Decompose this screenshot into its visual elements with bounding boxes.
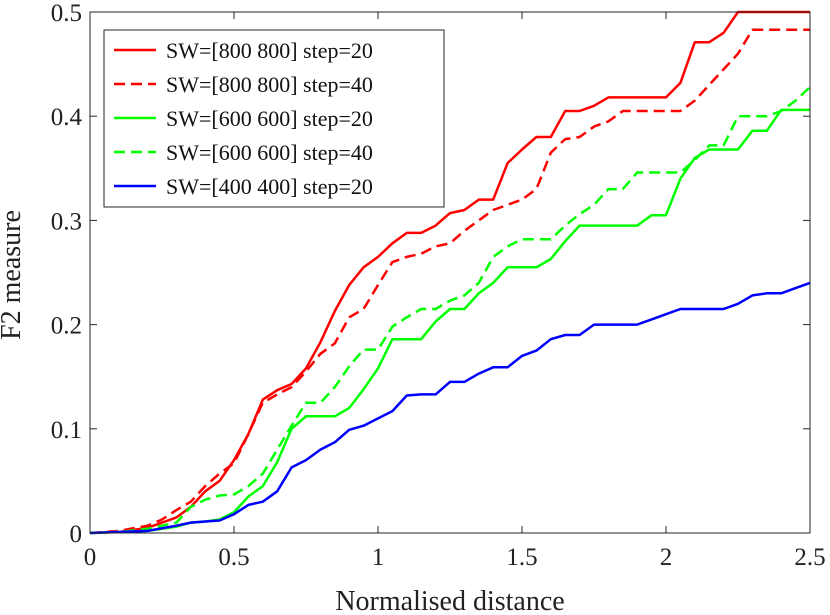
legend-label-4: SW=[600 600] step=40 [166,140,373,165]
series-line-2 [89,28,810,535]
legend-box [103,29,445,208]
legend-label-3: SW=[600 600] step=20 [166,106,373,131]
axis-ticks-group: 0 0.5 1 1.5 2 2.5 0 0.1 0.2 0.3 0.4 0.5 [51,0,826,571]
legend: SW=[800 800] step=20 SW=[800 800] step=40… [103,29,445,208]
x-tick-label: 0 [84,544,97,571]
y-tick-label: 0 [70,521,83,548]
x-tick-label: 1.5 [506,544,537,571]
x-tick-label: 2.5 [794,544,825,571]
x-axis-label: Normalised distance [335,586,564,615]
legend-label-5: SW=[400 400] step=20 [166,174,373,199]
y-tick-label: 0.3 [51,208,82,235]
plot-series-group [89,10,811,535]
plot-frame [89,11,811,534]
series-line-5 [89,281,811,535]
x-tick-label: 1 [372,544,385,571]
y-tick-label: 0.5 [51,0,82,27]
y-axis-label: F2 measure [0,210,27,340]
x-tick-label: 2 [660,544,673,571]
legend-label-1: SW=[800 800] step=20 [166,38,373,63]
y-tick-label: 0.1 [51,417,82,444]
x-tick-label: 0.5 [218,544,249,571]
y-tick-label: 0.2 [51,313,82,340]
series-line-4 [89,86,811,535]
y-tick-label: 0.4 [51,104,83,131]
legend-label-2: SW=[800 800] step=40 [166,72,373,97]
